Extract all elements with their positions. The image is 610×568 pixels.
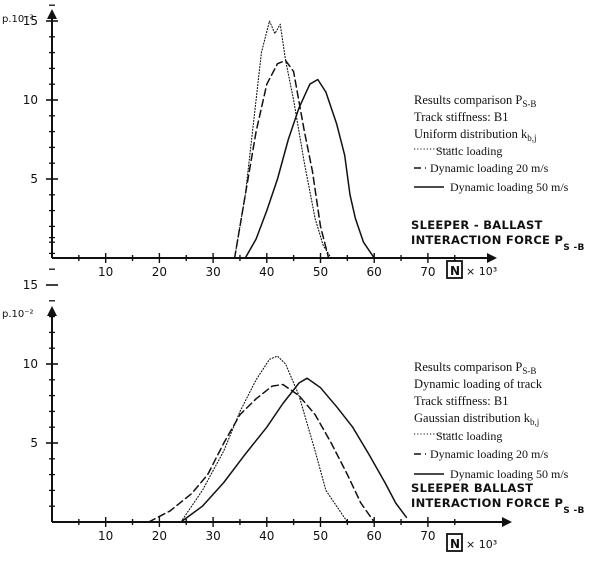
chart2-x-tick-label: 20 (152, 529, 167, 543)
chart2-x-unit-multiplier: × 10³ (466, 538, 497, 551)
chart1-legend-line1-main: Results comparison P (414, 93, 522, 107)
chart2-x-unit-box-text: N (450, 537, 460, 551)
chart1-x-tick-label: 30 (205, 265, 220, 279)
chart1-x-axis-arrow (487, 253, 497, 263)
chart1-series-dyn20 (233, 59, 330, 259)
chart1-x-unit-box-text: N (450, 264, 460, 278)
chart2-legend-entry-50: Dynamic loading 50 m/s (450, 467, 569, 481)
chart1-x-axis-title-sub: S -B (563, 243, 584, 253)
chart2-x-axis-title-main: INTERACTION FORCE P (411, 496, 563, 510)
chart2-x-axis-title-line1: SLEEPER BALLAST (411, 481, 533, 495)
chart1-legend-entry-static: Static loading (436, 144, 502, 158)
chart2-y-tick-label: 5 (30, 436, 38, 450)
chart2-y-axis-label: p.10⁻² (2, 309, 34, 320)
chart-gaussian-distribution: p.10⁻² 10 20 30 40 50 60 70 5 10 15 SLEEPER BALL… (2, 236, 585, 552)
chart2-x-tick-label: 50 (313, 529, 328, 543)
chart2-x-axis-title-line2: INTERACTION FORCE PS -B (411, 496, 585, 516)
chart2-legend-line4: Gaussian distribution kb,j (414, 411, 539, 427)
chart1-legend-line3: Uniform distribution kb,j (414, 127, 536, 143)
chart1-x-tick-label: 10 (98, 265, 113, 279)
chart1-x-unit: N × 10³ (446, 260, 497, 279)
chart1-series-static (234, 20, 332, 259)
chart1-x-tick-label: 70 (420, 265, 435, 279)
chart1-legend-line3-main: Uniform distribution k (414, 127, 528, 141)
chart2-y-tick-label: 10 (23, 357, 38, 371)
chart1-y-tick-label: 15 (23, 14, 38, 28)
chart2-series-static (180, 355, 348, 523)
chart2-legend-line1: Results comparison PS-B (414, 360, 536, 376)
chart1-x-tick-label: 40 (259, 265, 274, 279)
chart1-y-axis-label: p.10⁻² (2, 14, 34, 25)
chart1-x-axis-title-line2: INTERACTION FORCE PS -B (411, 233, 585, 253)
chart2-x-tick-label: 10 (98, 529, 113, 543)
chart1-y-tick-label: 10 (23, 93, 38, 107)
chart2-legend-line2: Dynamic loading of track (414, 377, 543, 391)
chart2-x-axis-arrow (502, 517, 512, 527)
chart1-legend-line3-sub: b,j (527, 133, 536, 143)
chart1-legend-entry-20: Dynamic loading 20 m/s (430, 161, 549, 175)
chart1-x-tick-label: 50 (313, 265, 328, 279)
chart2-legend-line3: Track stiffness: B1 (414, 394, 508, 408)
chart2-legend-entry-static: Static loading (436, 429, 502, 443)
chart1-x-axis-title-line1: SLEEPER - BALLAST (411, 218, 543, 232)
chart1-legend-line2: Track stiffness: B1 (414, 110, 508, 124)
chart1-legend-line1: Results comparison PS-B (414, 93, 536, 109)
chart2-legend-entry-20: Dynamic loading 20 m/s (430, 447, 549, 461)
chart1-x-tick-label: 60 (367, 265, 382, 279)
chart1-x-tick-label: 20 (152, 265, 167, 279)
chart1-legend: Results comparison PS-B Track stiffness:… (414, 93, 569, 194)
chart1-y-axis-arrow (47, 9, 57, 19)
chart2-x-tick-label: 70 (420, 529, 435, 543)
chart2-legend-line4-sub: b,j (530, 417, 539, 427)
chart2-y-axis-arrow (47, 306, 57, 316)
chart2-legend-line1-sub: S-B (522, 366, 536, 376)
chart2-legend: Results comparison PS-B Dynamic loading … (414, 360, 569, 481)
chart2-x-tick-label: 30 (205, 529, 220, 543)
chart1-series-dyn50 (244, 78, 375, 259)
chart2-x-tick-label: 40 (259, 529, 274, 543)
chart1-legend-line1-sub: S-B (522, 99, 536, 109)
chart2-series-dyn50 (180, 377, 408, 523)
chart1-x-axis-title-main: INTERACTION FORCE P (411, 233, 563, 247)
chart1-y-tick-label: 5 (30, 172, 38, 186)
chart2-series-dyn20 (147, 383, 375, 523)
chart1-legend-entry-50: Dynamic loading 50 m/s (450, 180, 569, 194)
chart-uniform-distribution: p.10⁻² 10 20 30 40 50 60 70 5 10 15 SLEEPER - BA… (2, 4, 585, 279)
chart2-legend-line1-main: Results comparison P (414, 360, 522, 374)
chart2-y-tick-label: 15 (23, 278, 38, 292)
chart2-x-unit: N × 10³ (446, 533, 497, 552)
chart2-legend-line4-main: Gaussian distribution k (414, 411, 531, 425)
chart2-x-axis-title-sub: S -B (563, 506, 584, 516)
chart2-x-tick-label: 60 (367, 529, 382, 543)
chart1-x-unit-multiplier: × 10³ (466, 265, 497, 278)
